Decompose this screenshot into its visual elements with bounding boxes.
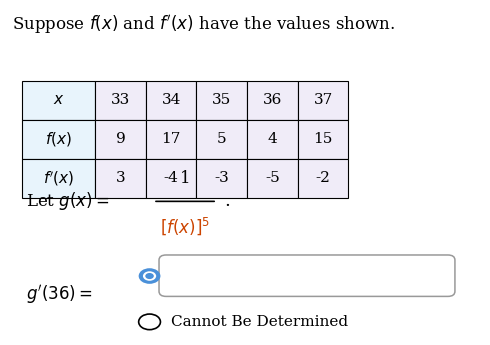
Text: 17: 17 — [161, 132, 181, 146]
FancyBboxPatch shape — [298, 120, 348, 159]
FancyBboxPatch shape — [146, 81, 196, 120]
FancyBboxPatch shape — [196, 159, 247, 198]
Text: -2: -2 — [316, 171, 331, 186]
Text: 3: 3 — [116, 171, 125, 186]
FancyBboxPatch shape — [298, 81, 348, 120]
FancyBboxPatch shape — [95, 120, 146, 159]
Text: Suppose $f(x)$ and $f'(x)$ have the values shown.: Suppose $f(x)$ and $f'(x)$ have the valu… — [12, 13, 395, 36]
FancyBboxPatch shape — [146, 159, 196, 198]
FancyBboxPatch shape — [298, 159, 348, 198]
Text: $f'(x)$: $f'(x)$ — [43, 169, 74, 188]
FancyBboxPatch shape — [247, 81, 298, 120]
Text: 34: 34 — [161, 93, 181, 107]
Text: $f(x)$: $f(x)$ — [45, 130, 72, 148]
FancyBboxPatch shape — [247, 159, 298, 198]
Circle shape — [146, 273, 154, 279]
Circle shape — [139, 268, 160, 284]
Text: 1: 1 — [180, 170, 191, 187]
Text: 5: 5 — [217, 132, 226, 146]
Text: 9: 9 — [116, 132, 125, 146]
Circle shape — [143, 271, 156, 281]
FancyBboxPatch shape — [196, 120, 247, 159]
FancyBboxPatch shape — [22, 81, 95, 120]
Text: Cannot Be Determined: Cannot Be Determined — [171, 315, 348, 329]
Text: 37: 37 — [314, 93, 333, 107]
Text: $[f(x)]^5$: $[f(x)]^5$ — [160, 215, 210, 237]
Text: 33: 33 — [111, 93, 130, 107]
Text: Let $g(x) =$: Let $g(x) =$ — [26, 190, 110, 213]
Text: $g'(36) =$: $g'(36) =$ — [26, 283, 93, 306]
Text: 36: 36 — [263, 93, 282, 107]
Text: $x$: $x$ — [52, 93, 64, 107]
FancyBboxPatch shape — [159, 255, 455, 296]
FancyBboxPatch shape — [196, 81, 247, 120]
Text: 4: 4 — [268, 132, 277, 146]
Text: -3: -3 — [215, 171, 229, 186]
Text: 15: 15 — [314, 132, 333, 146]
FancyBboxPatch shape — [22, 159, 95, 198]
FancyBboxPatch shape — [95, 159, 146, 198]
Text: .: . — [224, 193, 230, 210]
FancyBboxPatch shape — [146, 120, 196, 159]
Text: -5: -5 — [265, 171, 280, 186]
Text: 35: 35 — [212, 93, 231, 107]
FancyBboxPatch shape — [22, 120, 95, 159]
FancyBboxPatch shape — [95, 81, 146, 120]
FancyBboxPatch shape — [247, 120, 298, 159]
Text: -4: -4 — [164, 171, 178, 186]
